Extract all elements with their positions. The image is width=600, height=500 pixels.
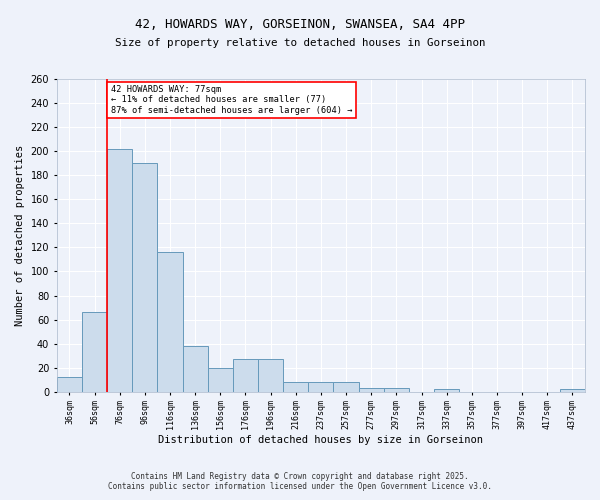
Bar xyxy=(107,149,132,392)
X-axis label: Distribution of detached houses by size in Gorseinon: Distribution of detached houses by size … xyxy=(158,435,484,445)
Text: Contains public sector information licensed under the Open Government Licence v3: Contains public sector information licen… xyxy=(108,482,492,491)
Bar xyxy=(334,382,359,392)
Bar xyxy=(560,390,585,392)
Bar xyxy=(384,388,409,392)
Bar xyxy=(57,378,82,392)
Bar xyxy=(283,382,308,392)
Bar xyxy=(157,252,182,392)
Bar xyxy=(82,312,107,392)
Bar xyxy=(308,382,334,392)
Text: 42, HOWARDS WAY, GORSEINON, SWANSEA, SA4 4PP: 42, HOWARDS WAY, GORSEINON, SWANSEA, SA4… xyxy=(135,18,465,30)
Bar xyxy=(182,346,208,392)
Bar xyxy=(132,163,157,392)
Bar xyxy=(258,360,283,392)
Text: Size of property relative to detached houses in Gorseinon: Size of property relative to detached ho… xyxy=(115,38,485,48)
Text: Contains HM Land Registry data © Crown copyright and database right 2025.: Contains HM Land Registry data © Crown c… xyxy=(131,472,469,481)
Bar xyxy=(233,360,258,392)
Bar xyxy=(434,390,459,392)
Bar xyxy=(359,388,384,392)
Text: 42 HOWARDS WAY: 77sqm
← 11% of detached houses are smaller (77)
87% of semi-deta: 42 HOWARDS WAY: 77sqm ← 11% of detached … xyxy=(111,85,352,115)
Y-axis label: Number of detached properties: Number of detached properties xyxy=(15,145,25,326)
Bar xyxy=(208,368,233,392)
